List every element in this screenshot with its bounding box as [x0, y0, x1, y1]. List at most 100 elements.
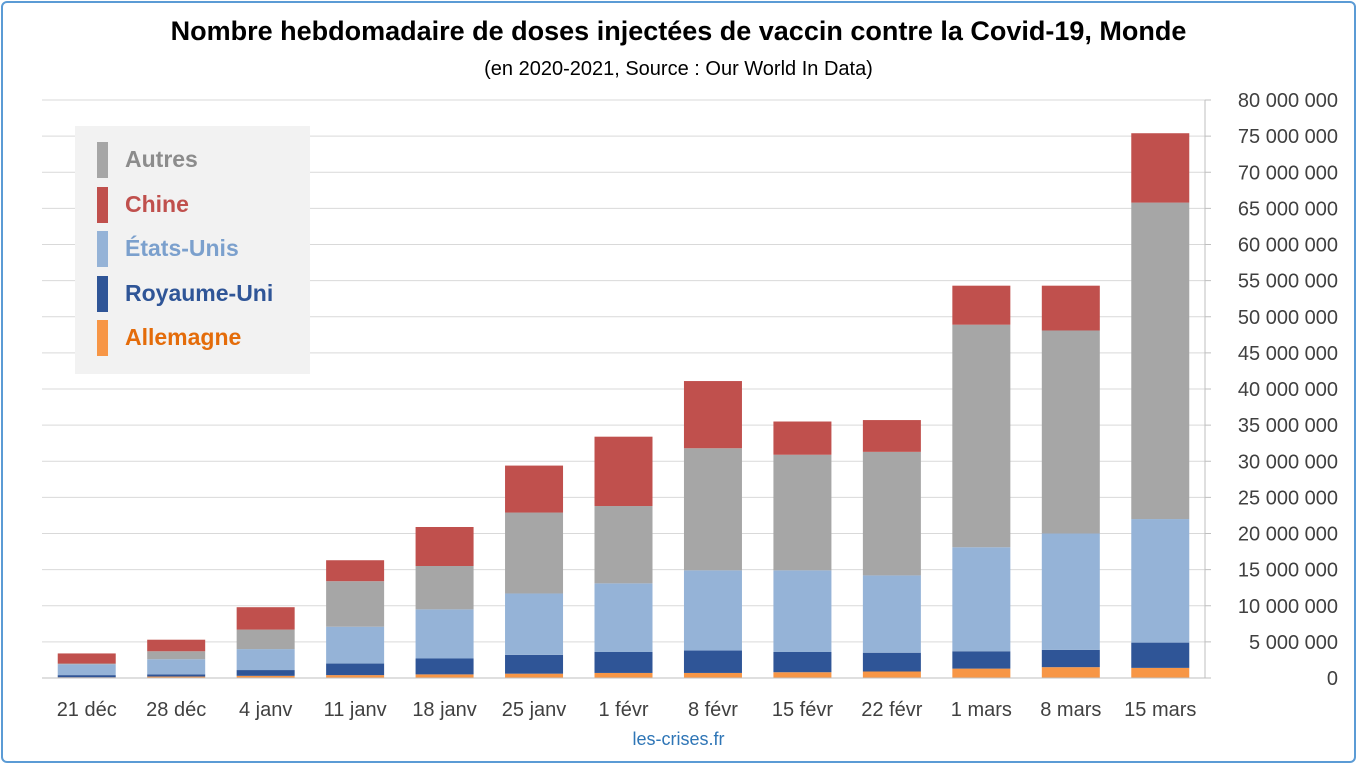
bar-segment [1131, 133, 1190, 203]
y-tick-label: 0 [1327, 668, 1338, 690]
y-tick-label: 50 000 000 [1238, 307, 1338, 329]
bar-segment [326, 626, 385, 664]
x-tick-label: 25 janv [502, 699, 567, 721]
legend-swatch [97, 275, 108, 312]
bar-segment [952, 668, 1011, 678]
legend-swatch [97, 231, 108, 267]
x-tick-label: 8 févr [688, 699, 738, 721]
x-tick-label: 1 févr [598, 699, 648, 721]
x-tick-label: 21 déc [57, 699, 117, 721]
y-tick-label: 35 000 000 [1238, 415, 1338, 437]
chart-legend: Autres Chine États-Unis Royaume-Uni Allemagn… [75, 126, 310, 374]
bar-segment [57, 664, 116, 676]
bar-segment [505, 654, 564, 674]
legend-label: États-Unis [125, 235, 239, 261]
y-tick-label: 80 000 000 [1238, 90, 1338, 112]
bar-segment [952, 285, 1011, 325]
y-tick-label: 15 000 000 [1238, 560, 1338, 582]
x-tick-label: 15 févr [772, 699, 833, 721]
bar-segment [683, 672, 742, 678]
bar-segment [952, 651, 1011, 669]
bar-segment [415, 658, 474, 675]
legend-label: Allemagne [125, 324, 242, 350]
bar-segment [773, 570, 832, 652]
y-tick-label: 10 000 000 [1238, 596, 1338, 618]
legend-label: Chine [125, 190, 189, 217]
bar-segment [415, 609, 474, 659]
y-tick-label: 25 000 000 [1238, 487, 1338, 509]
bar-segment [683, 570, 742, 651]
bar-segment [1041, 330, 1100, 534]
bar-segment [415, 674, 474, 678]
bar-segment [594, 583, 653, 652]
bar-segment [773, 454, 832, 571]
legend-swatch [97, 320, 108, 356]
bar-segment [415, 566, 474, 610]
bar-segment [505, 673, 564, 678]
bar-segment [862, 575, 921, 653]
bar-segment [415, 526, 474, 567]
y-tick-label: 5 000 000 [1249, 632, 1338, 654]
y-tick-label: 60 000 000 [1238, 235, 1338, 257]
x-tick-label: 8 mars [1040, 699, 1101, 721]
bar-segment [326, 560, 385, 582]
bar-segment [505, 512, 564, 594]
bar-segment [862, 451, 921, 576]
y-tick-label: 40 000 000 [1238, 379, 1338, 401]
bar-segment [862, 420, 921, 452]
x-tick-label: 15 mars [1124, 699, 1196, 721]
bar-segment [1131, 202, 1190, 520]
y-tick-label: 65 000 000 [1238, 198, 1338, 220]
bar-segment [326, 663, 385, 676]
bar-segment [147, 659, 206, 675]
bar-segment [147, 651, 206, 660]
bar-segment [773, 672, 832, 678]
bar-segment [594, 672, 653, 678]
x-tick-label: 28 déc [146, 699, 206, 721]
x-tick-label: 18 janv [412, 699, 477, 721]
y-tick-label: 30 000 000 [1238, 451, 1338, 473]
y-tick-label: 75 000 000 [1238, 126, 1338, 148]
bar-segment [236, 675, 295, 678]
y-tick-label: 55 000 000 [1238, 271, 1338, 293]
bar-segment [326, 675, 385, 678]
bar-segment [147, 674, 206, 677]
bar-segment [683, 650, 742, 673]
bar-segment [862, 652, 921, 672]
bar-segment [147, 676, 206, 678]
bar-segment [147, 639, 206, 652]
bar-segment [1131, 667, 1190, 678]
bar-segment [57, 675, 116, 678]
bar-segment [236, 670, 295, 676]
bar-segment [952, 324, 1011, 548]
x-tick-label: 1 mars [951, 699, 1012, 721]
bar-segment [57, 653, 116, 664]
bar-segment [1041, 285, 1100, 331]
bar-segment [57, 663, 116, 665]
y-tick-label: 70 000 000 [1238, 162, 1338, 184]
legend-swatch [97, 142, 108, 178]
legend-swatch [97, 186, 108, 223]
bar-segment [236, 649, 295, 671]
bar-segment [1131, 519, 1190, 643]
bar-segment [773, 421, 832, 455]
chart-subtitle: (en 2020-2021, Source : Our World In Dat… [484, 58, 873, 80]
source-note: les-crises.fr [632, 729, 725, 749]
legend-label: Autres [125, 146, 198, 172]
bar-segment [1041, 649, 1100, 668]
bar-segment [326, 581, 385, 627]
x-tick-label: 4 janv [239, 699, 292, 721]
bar-segment [773, 651, 832, 673]
bar-segment [952, 547, 1011, 652]
x-tick-label: 22 févr [861, 699, 922, 721]
bar-segment [1041, 533, 1100, 650]
x-tick-label: 11 janv [324, 699, 387, 721]
y-tick-label: 45 000 000 [1238, 343, 1338, 365]
y-tick-label: 20 000 000 [1238, 524, 1338, 546]
bar-segment [594, 651, 653, 673]
bar-segment [594, 506, 653, 584]
bar-segment [236, 607, 295, 630]
chart-title: Nombre hebdomadaire de doses injectées d… [170, 16, 1187, 46]
bar-segment [505, 593, 564, 655]
